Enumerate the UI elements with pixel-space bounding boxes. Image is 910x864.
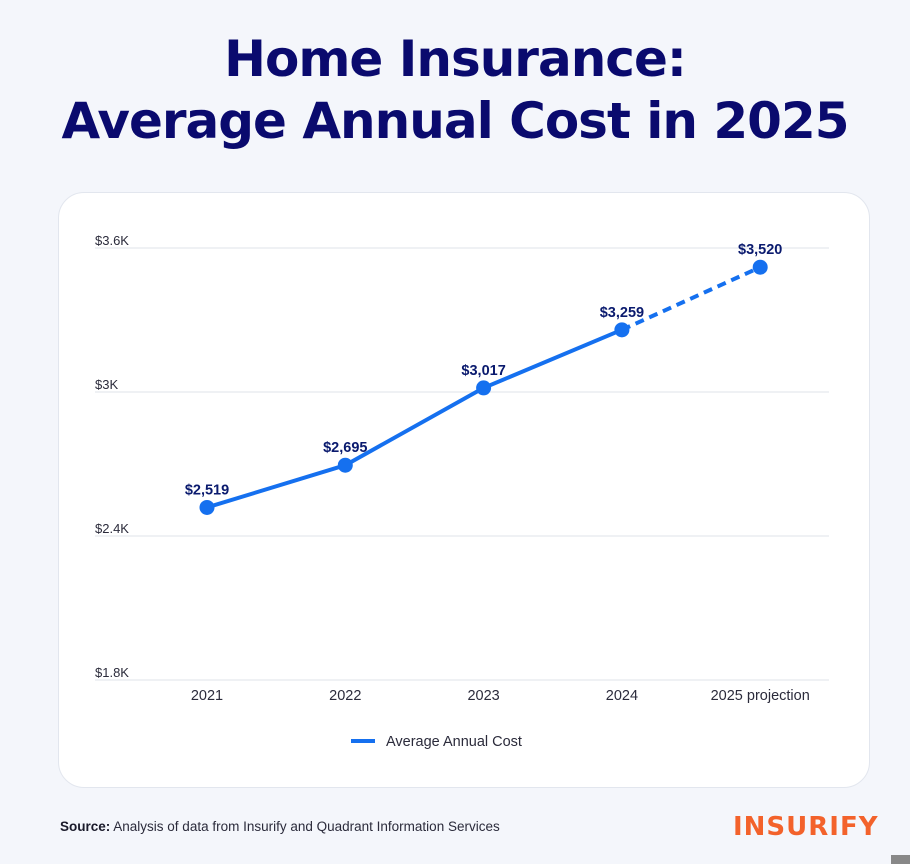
data-label: $3,259 (600, 305, 644, 321)
series-line-projection (621, 265, 762, 332)
x-tick-label: 2021 (191, 688, 223, 704)
data-point (614, 322, 630, 338)
title-line-2: Average Annual Cost in 2025 (61, 92, 849, 150)
x-tick-label: 2025 projection (711, 688, 810, 704)
source-note: Source: Analysis of data from Insurify a… (60, 819, 500, 834)
insurify-logo: INSURIFY (733, 812, 879, 842)
data-point (199, 499, 215, 515)
series-line-actual (205, 327, 624, 510)
data-label: $3,017 (461, 363, 505, 379)
chart-card: $3.6K $3K $2.4K $1.8K 2021 2022 2023 2024 2025 … (58, 192, 870, 788)
y-tick-label: $1.8K (95, 665, 129, 680)
line-chart: $3.6K $3K $2.4K $1.8K 2021 2022 2023 2024 2025 … (95, 233, 829, 750)
source-label: Source: (60, 819, 111, 834)
data-point (337, 457, 353, 473)
x-tick-label: 2023 (467, 688, 499, 704)
data-label: $2,519 (185, 482, 229, 498)
source-text: Analysis of data from Insurify and Quadr… (113, 819, 500, 834)
data-point (476, 380, 492, 396)
x-tick-label: 2024 (606, 688, 638, 704)
page-title: Home Insurance: Average Annual Cost in 2… (0, 28, 910, 152)
data-label: $3,520 (738, 242, 782, 258)
x-tick-label: 2022 (329, 688, 361, 704)
y-tick-label: $2.4K (95, 521, 129, 536)
data-point (752, 259, 768, 275)
data-label: $2,695 (323, 440, 367, 456)
corner-mark (891, 855, 910, 864)
title-line-1: Home Insurance: (224, 30, 687, 88)
legend-label: Average Annual Cost (386, 734, 522, 750)
y-tick-label: $3.6K (95, 233, 129, 248)
y-tick-label: $3K (95, 377, 118, 392)
